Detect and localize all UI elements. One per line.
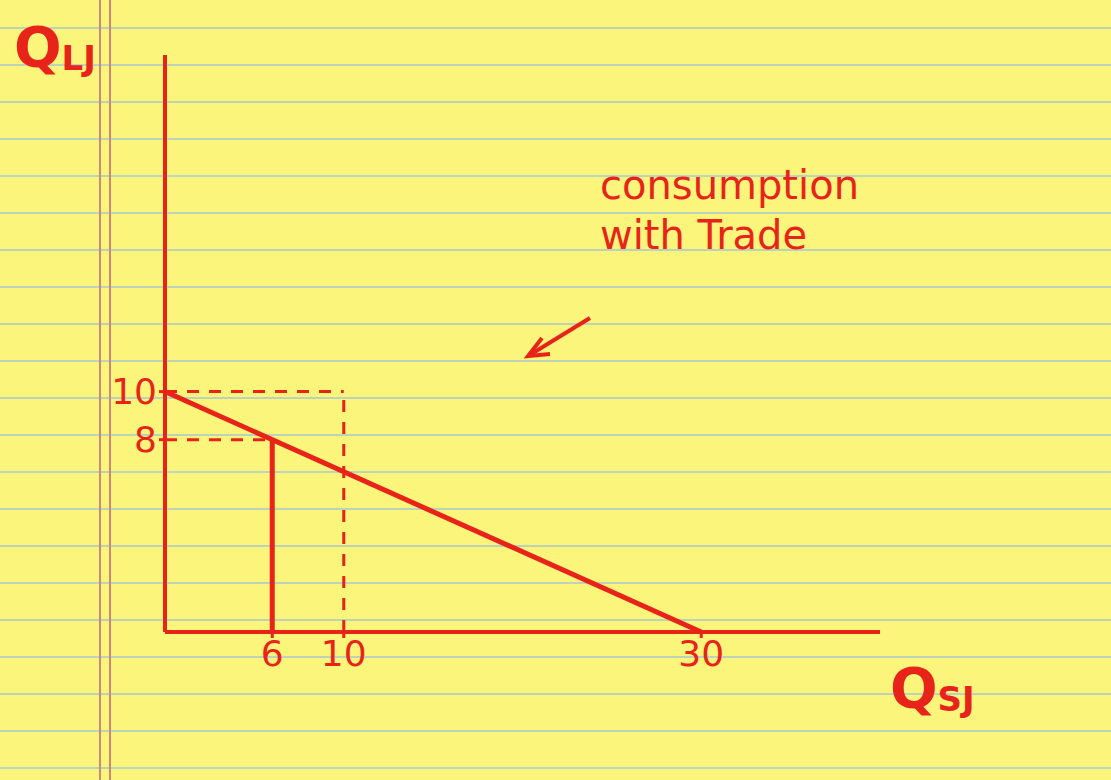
svg-text:8: 8 — [134, 419, 157, 460]
svg-text:30: 30 — [678, 633, 724, 674]
svg-text:10: 10 — [321, 633, 367, 674]
svg-text:10: 10 — [111, 371, 157, 412]
html-text:QLJ: QLJ — [14, 14, 96, 79]
html-text:consumption with Trade: consumption with Trade — [600, 162, 859, 258]
html-text:QSJ: QSJ — [890, 655, 975, 720]
svg-text:6: 6 — [261, 633, 284, 674]
